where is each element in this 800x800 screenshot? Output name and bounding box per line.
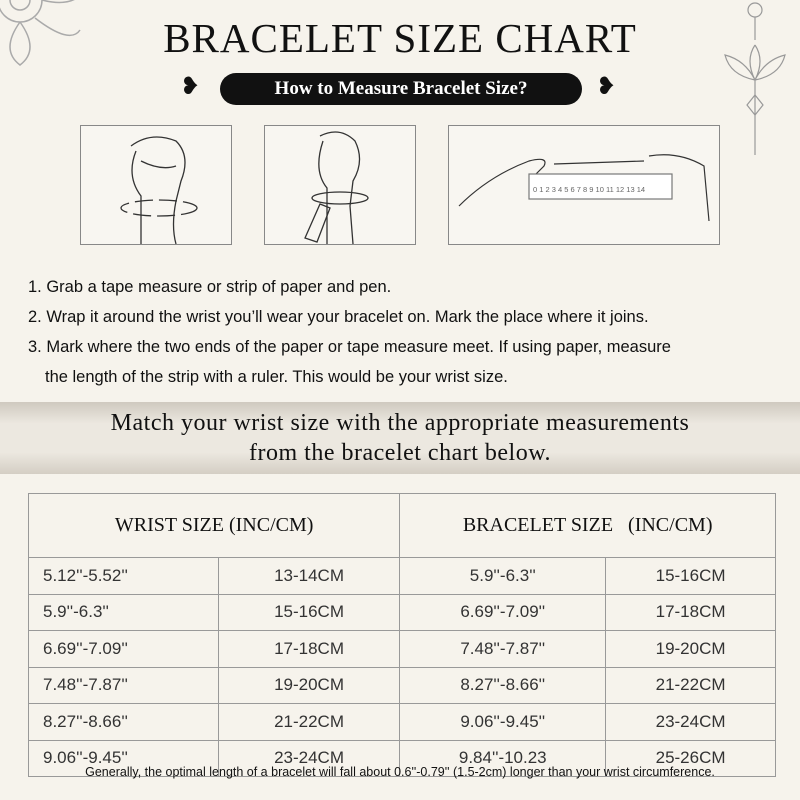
table-row: 6.69''-7.09'' 17-18CM 7.48''-7.87'' 19-20CM — [28, 630, 776, 668]
bracelet-inches-cell: 9.06''-9.45'' — [399, 703, 607, 741]
wrist-inches-cell: 8.27''-8.66'' — [28, 703, 219, 741]
banner-line-1: Match your wrist size with the appropria… — [110, 410, 690, 436]
illustration-wrist-tape — [264, 125, 416, 245]
bracelet-cm-cell: 15-16CM — [605, 557, 776, 595]
table-header-row: WRIST SIZE (INC/CM) BRACELET SIZE (INC/C… — [27, 493, 776, 558]
bracelet-cm-cell: 21-22CM — [605, 666, 776, 704]
bracelet-inches-cell: 9.84''-10.23 — [399, 739, 607, 777]
lotus-hanging-ornament-icon — [724, 2, 786, 155]
bracelet-inches-cell: 6.69''-7.09'' — [399, 593, 607, 631]
wrist-cm-cell: 17-18CM — [217, 630, 401, 668]
wrist-size-header: WRIST SIZE (INC/CM) — [27, 493, 401, 558]
footnote: Generally, the optimal length of a brace… — [85, 765, 715, 779]
instructions-list: 1. Grab a tape measure or strip of paper… — [28, 272, 788, 392]
wrist-cm-cell: 13-14CM — [217, 557, 401, 595]
left-swirl-icon: ❥ — [180, 73, 201, 100]
table-row: 5.12''-5.52'' 13-14CM 5.9''-6.3'' 15-16CM — [28, 557, 776, 595]
bracelet-inches-cell: 5.9''-6.3'' — [399, 557, 607, 595]
step-3: 3. Mark where the two ends of the paper … — [28, 338, 671, 356]
bracelet-cm-cell: 25-26CM — [605, 739, 776, 777]
banner-line-2: from the bracelet chart below. — [249, 440, 551, 466]
bracelet-inches-cell: 7.48''-7.87'' — [399, 630, 607, 668]
illustration-ruler-measure: 0 1 2 3 4 5 6 7 8 9 10 11 12 13 14 — [448, 125, 720, 245]
right-swirl-icon: ❥ — [596, 73, 617, 100]
bracelet-inches-cell: 8.27''-8.66'' — [399, 666, 607, 704]
size-chart-table: WRIST SIZE (INC/CM) BRACELET SIZE (INC/C… — [27, 493, 776, 777]
illustration-fist-wrist — [80, 125, 232, 245]
step-2: 2. Wrap it around the wrist you’ll wear … — [28, 308, 649, 326]
mandala-ornament-icon — [0, 0, 81, 66]
wrist-inches-cell: 6.69''-7.09'' — [28, 630, 219, 668]
bracelet-cm-cell: 19-20CM — [605, 630, 776, 668]
ruler-numbers: 0 1 2 3 4 5 6 7 8 9 10 11 12 13 14 — [533, 185, 645, 194]
match-banner: Match your wrist size with the appropria… — [0, 402, 800, 474]
wrist-inches-cell: 5.12''-5.52'' — [28, 557, 219, 595]
wrist-cm-cell: 23-24CM — [217, 739, 401, 777]
page-title: BRACELET SIZE CHART — [163, 15, 637, 61]
table-row: 9.06''-9.45'' 23-24CM 9.84''-10.23 25-26CM — [28, 739, 776, 777]
step-1: 1. Grab a tape measure or strip of paper… — [28, 278, 392, 296]
bracelet-cm-cell: 17-18CM — [605, 593, 776, 631]
table-row: 5.9''-6.3'' 15-16CM 6.69''-7.09'' 17-18CM — [28, 593, 776, 631]
wrist-inches-cell: 9.06''-9.45'' — [28, 739, 219, 777]
wrist-inches-cell: 5.9''-6.3'' — [28, 593, 219, 631]
bracelet-cm-cell: 23-24CM — [605, 703, 776, 741]
wrist-inches-cell: 7.48''-7.87'' — [28, 666, 219, 704]
subtitle-badge: How to Measure Bracelet Size? — [220, 73, 582, 105]
step-3-continued: the length of the strip with a ruler. Th… — [45, 368, 508, 386]
table-row: 8.27''-8.66'' 21-22CM 9.06''-9.45'' 23-24CM — [28, 703, 776, 741]
wrist-cm-cell: 19-20CM — [217, 666, 401, 704]
wrist-cm-cell: 15-16CM — [217, 593, 401, 631]
bracelet-size-header: BRACELET SIZE (INC/CM) — [399, 493, 776, 558]
wrist-cm-cell: 21-22CM — [217, 703, 401, 741]
table-row: 7.48''-7.87'' 19-20CM 8.27''-8.66'' 21-22CM — [28, 666, 776, 704]
